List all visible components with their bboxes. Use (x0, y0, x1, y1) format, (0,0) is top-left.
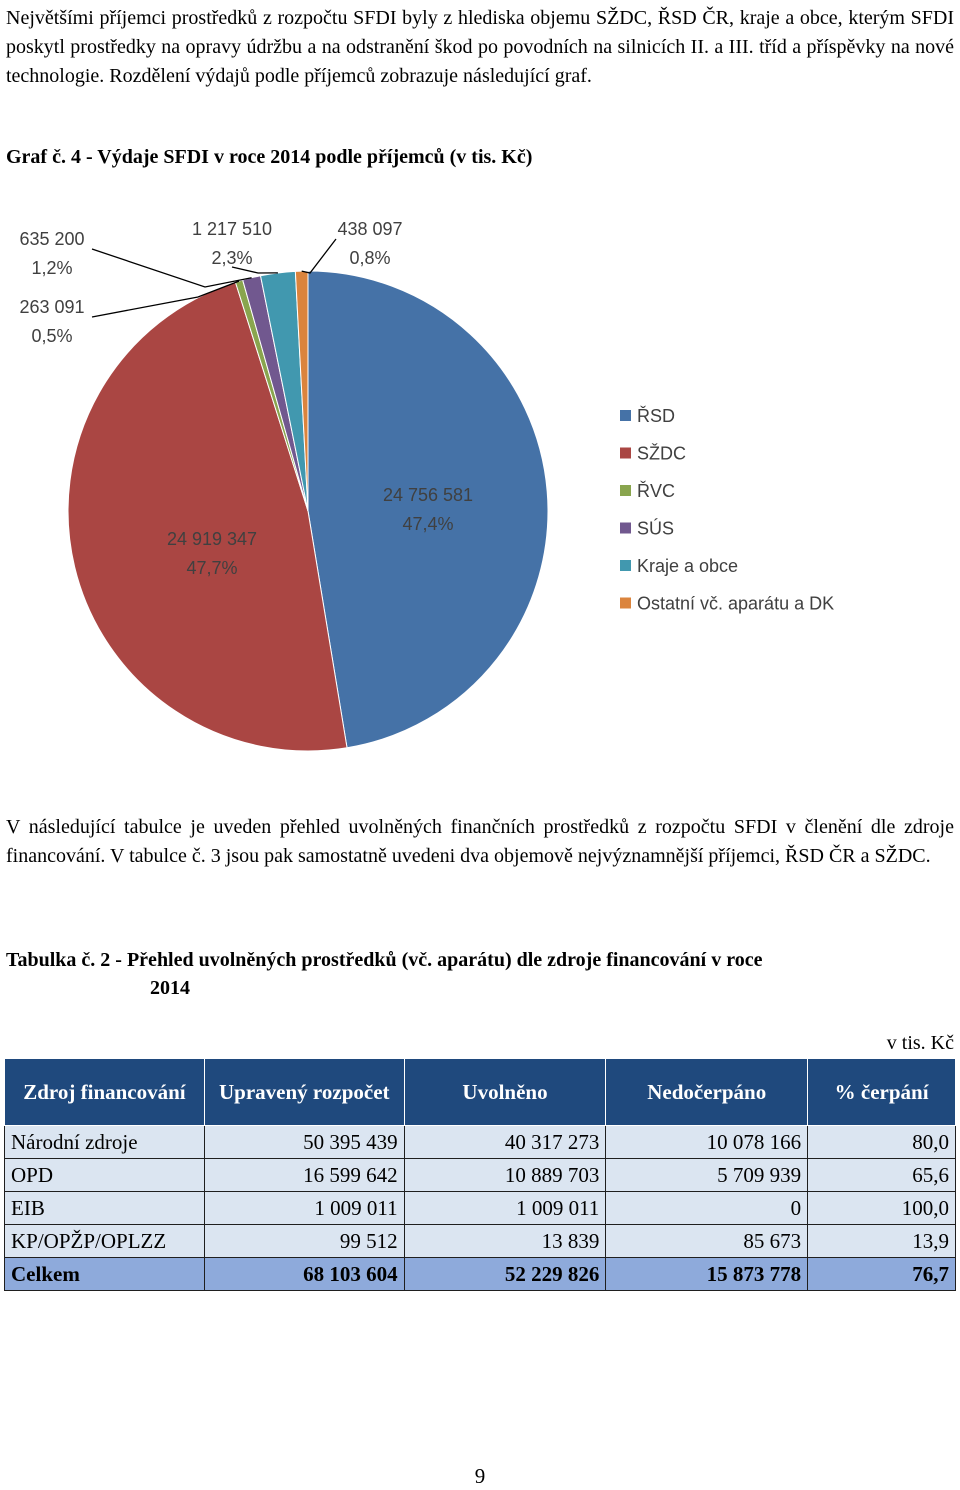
leader-line-ostatni-vc-aparatu-a-dk (301, 238, 337, 274)
funding-table: Zdroj financování Upravený rozpočet Uvol… (4, 1058, 956, 1291)
data-label-value-kraje-a-obce: 1 217 510 (192, 219, 272, 239)
data-label-percent-kraje-a-obce: 2,3% (211, 248, 252, 268)
cell-source: OPD (4, 1158, 205, 1192)
legend-label-ostatni-vc-aparatu-a-dk: Ostatní vč. aparátu a DK (637, 594, 834, 614)
col-header-budget: Upravený rozpočet (203, 1058, 405, 1126)
pie-slice-szdc (67, 281, 348, 752)
table-row: Národní zdroje 50 395 439 40 317 273 10 … (4, 1125, 956, 1159)
leader-line-rvc (91, 280, 240, 318)
cell-unspent: 85 673 (605, 1224, 809, 1258)
table-caption-year: 2014 (150, 977, 190, 999)
data-label-percent-rsd: 47,4% (402, 514, 453, 534)
data-label-value-rvc: 263 091 (19, 297, 84, 317)
data-label-value-rsd: 24 756 581 (383, 485, 473, 505)
cell-percent: 80,0 (807, 1125, 956, 1159)
cell-percent: 100,0 (807, 1191, 956, 1225)
data-label-percent-szdc: 47,7% (186, 558, 237, 578)
legend-label-sus: SÚS (637, 518, 674, 539)
pie-slice-ostatni-vc-aparatu-a-dk (294, 270, 309, 512)
pie-slice-rsd (307, 270, 549, 749)
table-caption: Tabulka č. 2 - Přehled uvolněných prostř… (6, 949, 763, 971)
cell-unspent: 5 709 939 (605, 1158, 809, 1192)
table-header-row: Zdroj financování Upravený rozpočet Uvol… (4, 1058, 956, 1126)
cell-budget: 16 599 642 (203, 1158, 405, 1192)
cell-source: KP/OPŽP/OPLZZ (4, 1224, 205, 1258)
cell-unspent: 15 873 778 (605, 1257, 809, 1291)
cell-budget: 1 009 011 (203, 1191, 405, 1225)
legend-label-kraje-a-obce: Kraje a obce (637, 556, 738, 576)
table-row: OPD 16 599 642 10 889 703 5 709 939 65,6 (4, 1158, 956, 1192)
col-header-source: Zdroj financování (4, 1058, 205, 1126)
data-label-value-szdc: 24 919 347 (167, 529, 257, 549)
cell-budget: 99 512 (203, 1224, 405, 1258)
data-label-percent-ostatni-vc-aparatu-a-dk: 0,8% (349, 248, 390, 268)
col-header-unspent: Nedočerpáno (605, 1058, 809, 1126)
legend-label-rvc: ŘVC (637, 481, 675, 501)
cell-percent: 13,9 (807, 1224, 956, 1258)
leader-line-kraje-a-obce (231, 266, 278, 274)
data-label-percent-rvc: 0,5% (31, 326, 72, 346)
table-row: KP/OPŽP/OPLZZ 99 512 13 839 85 673 13,9 (4, 1224, 956, 1258)
legend-swatch-szdc (620, 447, 631, 459)
table-intro-paragraph: V následující tabulce je uveden přehled … (6, 816, 954, 867)
intro-paragraph: Největšími příjemci prostředků z rozpočt… (6, 7, 954, 87)
cell-unspent: 10 078 166 (605, 1125, 809, 1159)
legend-swatch-ostatni-vc-aparatu-a-dk (620, 597, 631, 609)
col-header-percent: % čerpání (807, 1058, 956, 1126)
cell-source: Národní zdroje (4, 1125, 205, 1159)
cell-released: 1 009 011 (403, 1191, 607, 1225)
table-total-row: Celkem 68 103 604 52 229 826 15 873 778 … (4, 1257, 956, 1291)
cell-budget: 68 103 604 (203, 1257, 405, 1291)
pie-chart: 24 756 581 47,4% 24 919 347 47,7% 263 091 0,5… (19, 219, 834, 752)
cell-percent: 65,6 (807, 1158, 956, 1192)
cell-released: 13 839 (403, 1224, 607, 1258)
col-header-released: Uvolněno (403, 1058, 607, 1126)
legend-swatch-kraje-a-obce (620, 560, 631, 571)
data-label-value-ostatni-vc-aparatu-a-dk: 438 097 (337, 219, 402, 239)
cell-released: 10 889 703 (403, 1158, 607, 1192)
cell-released: 40 317 273 (403, 1125, 607, 1159)
leader-line-sus (91, 248, 252, 288)
legend-label-rsd: ŘSD (637, 406, 675, 426)
legend-label-szdc: SŽDC (637, 444, 686, 464)
cell-released: 52 229 826 (403, 1257, 607, 1291)
page-number: 9 (474, 1464, 486, 1488)
legend-swatch-rvc (620, 485, 631, 496)
table-unit: v tis. Kč (886, 1032, 954, 1054)
cell-source: Celkem (4, 1257, 205, 1291)
table-row: EIB 1 009 011 1 009 011 0 100,0 (4, 1191, 956, 1225)
data-label-value-sus: 635 200 (19, 229, 84, 249)
cell-source: EIB (4, 1191, 205, 1225)
cell-percent: 76,7 (807, 1257, 956, 1291)
cell-budget: 50 395 439 (203, 1125, 405, 1159)
chart-caption: Graf č. 4 - Výdaje SFDI v roce 2014 podl… (6, 146, 533, 168)
legend-swatch-sus (620, 522, 631, 534)
data-label-percent-sus: 1,2% (31, 258, 72, 278)
legend-swatch-rsd (620, 410, 631, 421)
cell-unspent: 0 (605, 1191, 809, 1225)
